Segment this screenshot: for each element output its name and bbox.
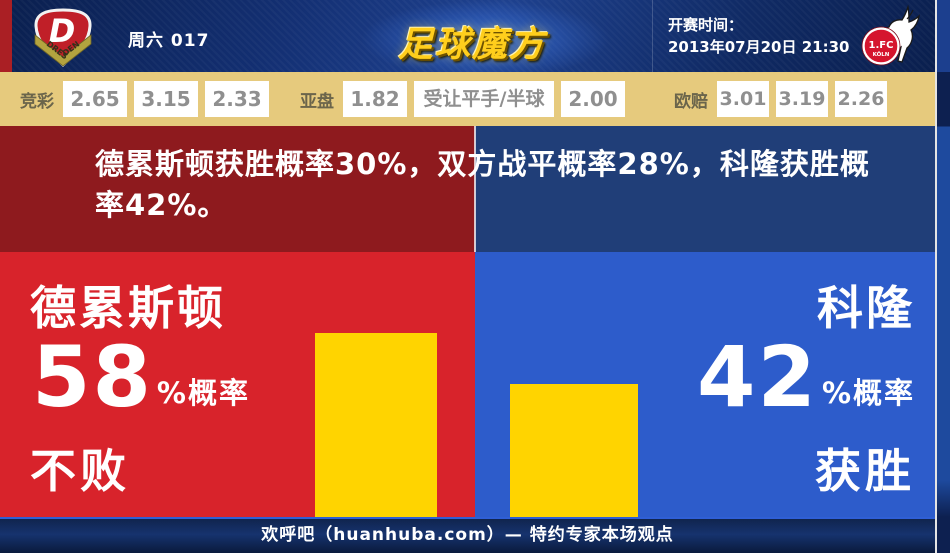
home-percent-value: 58: [32, 328, 153, 426]
odds-group-label-jingcai: 竞彩: [20, 91, 54, 112]
home-stat-row: 58 %概率: [32, 328, 250, 426]
summary-banner-home-half: [0, 126, 475, 252]
kickoff-label: 开赛时间：: [668, 16, 744, 34]
away-team-name: 科隆: [817, 281, 915, 335]
header-left-red-strip: [0, 0, 12, 72]
probability-summary-text: 德累斯顿获胜概率30%，双方战平概率28%，科隆获胜概率42%。: [95, 147, 870, 222]
koeln-badge-subtext: KÖLN: [873, 51, 890, 58]
odds-group-label-yapan: 亚盘: [300, 91, 334, 112]
odds-group-label-oupei: 欧赔: [674, 91, 708, 112]
brand-glow: [360, 0, 610, 72]
odds-value-box: 2.33: [205, 81, 269, 117]
probability-chart: 德累斯顿 58 %概率 不败 科隆 42 %概率 获胜: [0, 252, 935, 517]
dresden-badge-letter: D: [49, 12, 76, 50]
odds-bar: 竞彩 2.65 3.15 2.33 亚盘 1.82 受让平手/半球 2.00 欧…: [0, 72, 935, 126]
koeln-badge-text: 1.FC: [869, 40, 894, 51]
away-outcome-label: 获胜: [815, 444, 915, 498]
summary-banner: 德累斯顿获胜概率30%，双方战平概率28%，科隆获胜概率42%。: [0, 126, 935, 252]
odds-value-box: 1.82: [343, 81, 407, 117]
home-percent-suffix: %概率: [156, 376, 250, 411]
away-percent-value: 42: [697, 328, 818, 426]
odds-value-box: 3.15: [134, 81, 198, 117]
home-panel: 德累斯顿 58 %概率 不败: [0, 252, 475, 517]
odds-value-box: 2.26: [835, 81, 887, 117]
home-outcome-label: 不败: [30, 444, 130, 498]
odds-value-box: 2.00: [561, 81, 625, 117]
away-probability-bar: [510, 384, 638, 517]
brand-logo: 足球魔方: [398, 25, 547, 65]
header-divider: [652, 0, 653, 72]
page-right-background-strip: [935, 0, 950, 553]
banner-divider: [474, 126, 476, 252]
away-panel: 科隆 42 %概率 获胜: [475, 252, 935, 517]
home-team-name: 德累斯顿: [30, 281, 226, 335]
kickoff-time-block: 开赛时间： 2013年07月20日 21:30: [668, 14, 849, 58]
footer-credit-bar: 欢呼吧（huanhuba.com）— 特约专家本场观点: [0, 517, 935, 553]
summary-banner-away-half: [475, 126, 935, 252]
odds-value-box: 3.01: [717, 81, 769, 117]
away-stat-row: 42 %概率: [697, 328, 915, 426]
dresden-club-badge-icon: D DRESDEN: [34, 8, 92, 68]
header: D DRESDEN 周六 017 足球魔方 开赛时间： 2013年07月20日 …: [0, 0, 935, 72]
koeln-club-badge-icon: 1.FC KÖLN: [861, 4, 920, 66]
round-label: 周六 017: [128, 31, 210, 51]
odds-value-box: 3.19: [776, 81, 828, 117]
odds-value-box: 2.65: [63, 81, 127, 117]
asian-handicap-box: 受让平手/半球: [414, 81, 554, 117]
home-probability-bar: [315, 333, 437, 517]
away-percent-suffix: %概率: [821, 376, 915, 411]
kickoff-datetime: 2013年07月20日 21:30: [668, 38, 850, 56]
